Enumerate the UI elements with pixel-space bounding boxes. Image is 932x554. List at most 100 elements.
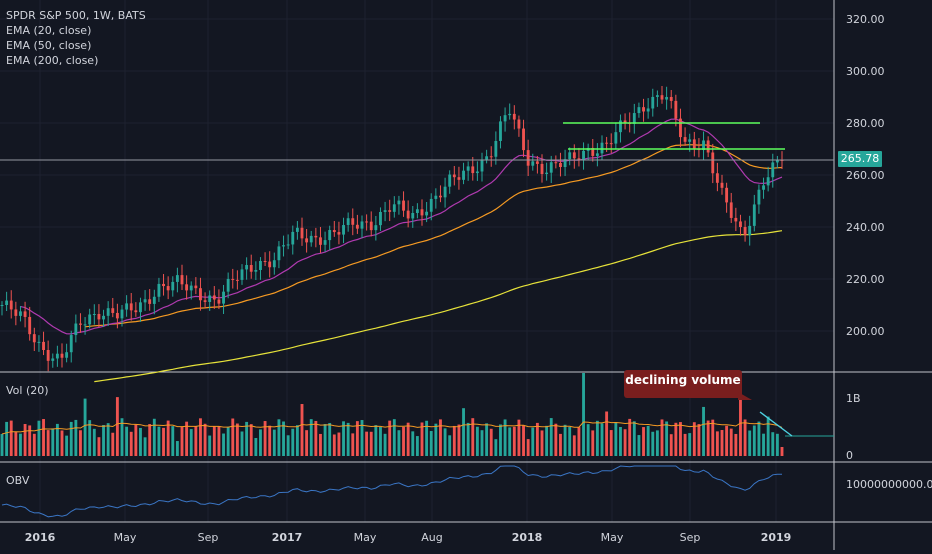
candle-body [651, 96, 655, 109]
candle-body [231, 278, 235, 280]
volume-bar [706, 420, 710, 456]
price-tick-label-1: 300.00 [846, 65, 885, 78]
candle-body [429, 198, 433, 212]
candle-body [674, 100, 678, 119]
volume-bar [319, 433, 322, 456]
volume-pane-label[interactable]: Vol (20) [6, 384, 49, 397]
volume-ma-line [1, 421, 783, 435]
candle-body [660, 95, 664, 100]
candle-body [600, 142, 604, 154]
volume-bar [471, 418, 475, 456]
volume-bar [0, 434, 4, 456]
candle-body [360, 221, 364, 229]
volume-bar [374, 425, 378, 456]
volume-bar [360, 420, 364, 456]
volume-bar [651, 431, 655, 456]
time-tick-label-8: Sep [680, 531, 701, 544]
volume-bar [240, 431, 244, 456]
volume-bar [189, 429, 193, 456]
volume-bar [226, 426, 230, 456]
volume-bar [512, 426, 516, 456]
volume-trendline [759, 411, 793, 437]
obv-pane-label[interactable]: OBV [6, 474, 30, 487]
volume-bar [259, 429, 262, 456]
candle-body [572, 152, 576, 159]
volume-bar [406, 422, 410, 456]
volume-bar [775, 433, 779, 456]
volume-bar [162, 427, 165, 456]
candle-body [240, 269, 244, 280]
volume-bar [37, 420, 41, 456]
volume-bar [383, 433, 387, 456]
last-price-badge: 265.78 [838, 151, 882, 167]
volume-bar [739, 394, 742, 456]
candle-body [397, 200, 401, 205]
candle-body [245, 265, 249, 270]
symbol-title[interactable]: SPDR S&P 500, 1W, BATS [6, 9, 146, 22]
volume-bar [577, 427, 581, 456]
candle-body [143, 299, 147, 303]
volume-bar [346, 422, 350, 456]
candle-body [222, 291, 225, 304]
volume-bar [102, 425, 105, 456]
volume-bar [725, 425, 729, 456]
ema20-legend[interactable]: EMA (20, close) [6, 24, 92, 37]
volume-bar [23, 424, 27, 456]
volume-bar [282, 421, 285, 456]
candle-body [291, 231, 295, 245]
volume-bar [46, 430, 50, 456]
volume-bar [503, 419, 507, 456]
volume-bar [669, 434, 673, 456]
candle-body [139, 302, 142, 313]
volume-bar [171, 426, 175, 456]
candle-body [582, 150, 585, 161]
candle-body [508, 113, 512, 116]
volume-bar [79, 430, 82, 456]
candle-body [314, 235, 318, 238]
candle-body [319, 237, 322, 245]
time-tick-label-1: May [114, 531, 137, 544]
candle-body [42, 341, 45, 350]
volume-bar [582, 372, 585, 456]
volume-bar [683, 433, 687, 456]
volume-bar [309, 419, 313, 456]
ema50-legend[interactable]: EMA (50, close) [6, 39, 92, 52]
candle-body [637, 107, 641, 114]
volume-bar [595, 420, 599, 456]
volume-bar [540, 430, 544, 456]
volume-bar [425, 420, 429, 456]
candle-body [65, 352, 69, 358]
volume-bar [720, 430, 724, 456]
volume-bar [88, 420, 92, 456]
candle-body [212, 295, 216, 300]
candle-body [157, 283, 161, 297]
volume-bar [545, 425, 549, 456]
candle-body [646, 108, 650, 112]
candle-body [775, 159, 779, 163]
volume-bar [32, 433, 36, 456]
candle-body [355, 224, 359, 229]
volume-bar [660, 419, 664, 456]
annotation-callout[interactable]: declining volume [624, 370, 752, 400]
volume-bar [143, 437, 147, 456]
ema200-legend[interactable]: EMA (200, close) [6, 54, 99, 67]
volume-bar [402, 426, 405, 456]
candle-body [235, 279, 239, 281]
volume-bar [702, 406, 705, 456]
time-tick-label-4: May [354, 531, 377, 544]
candle-body [32, 334, 36, 343]
time-tick-label-0: 2016 [25, 531, 56, 544]
volume-bar [420, 422, 424, 456]
candle-body [434, 195, 438, 199]
volume-bar [568, 426, 572, 456]
volume-bar [766, 416, 770, 456]
volume-bar [489, 428, 493, 456]
candle-body [115, 312, 119, 319]
candle-body [517, 119, 521, 129]
volume-bar [314, 420, 318, 456]
volume-bar [323, 424, 327, 456]
volume-bar [388, 420, 392, 456]
volume-bar [554, 423, 558, 456]
